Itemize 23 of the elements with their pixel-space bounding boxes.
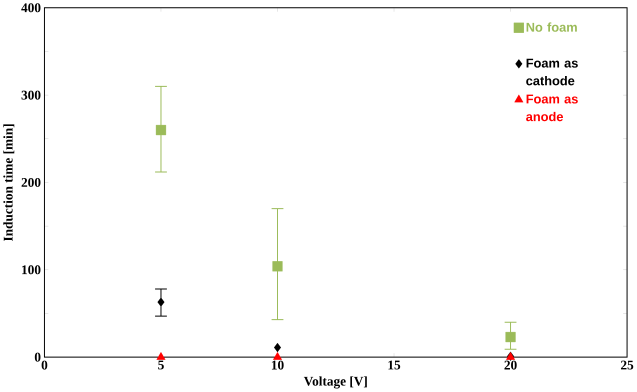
x-tick-label: 5 xyxy=(158,360,164,370)
point xyxy=(157,298,164,307)
x-tick-label: 10 xyxy=(272,360,284,370)
legend-label: Foam as cathode xyxy=(526,58,578,86)
legend-label: No foam xyxy=(526,22,577,32)
point xyxy=(156,352,166,360)
point xyxy=(274,343,282,352)
point xyxy=(273,352,282,360)
x-tick-label: 25 xyxy=(620,360,634,370)
x-axis-title: Voltage [V] xyxy=(304,376,367,389)
x-tick-label: 15 xyxy=(388,360,400,370)
y-tick-label: 100 xyxy=(22,265,40,274)
y-tick-label: 0 xyxy=(34,352,40,362)
point xyxy=(272,261,283,272)
y-tick-label: 400 xyxy=(21,3,40,12)
point xyxy=(156,125,166,136)
x-tick-label: 0 xyxy=(42,360,48,370)
y-tick-label: 300 xyxy=(22,90,40,100)
legend-label: Foam as anode xyxy=(526,94,578,122)
point xyxy=(505,332,516,342)
x-tick-label: 20 xyxy=(504,360,517,370)
y-axis-title: Induction time [min] xyxy=(3,124,14,242)
y-tick-label: 200 xyxy=(22,178,40,188)
